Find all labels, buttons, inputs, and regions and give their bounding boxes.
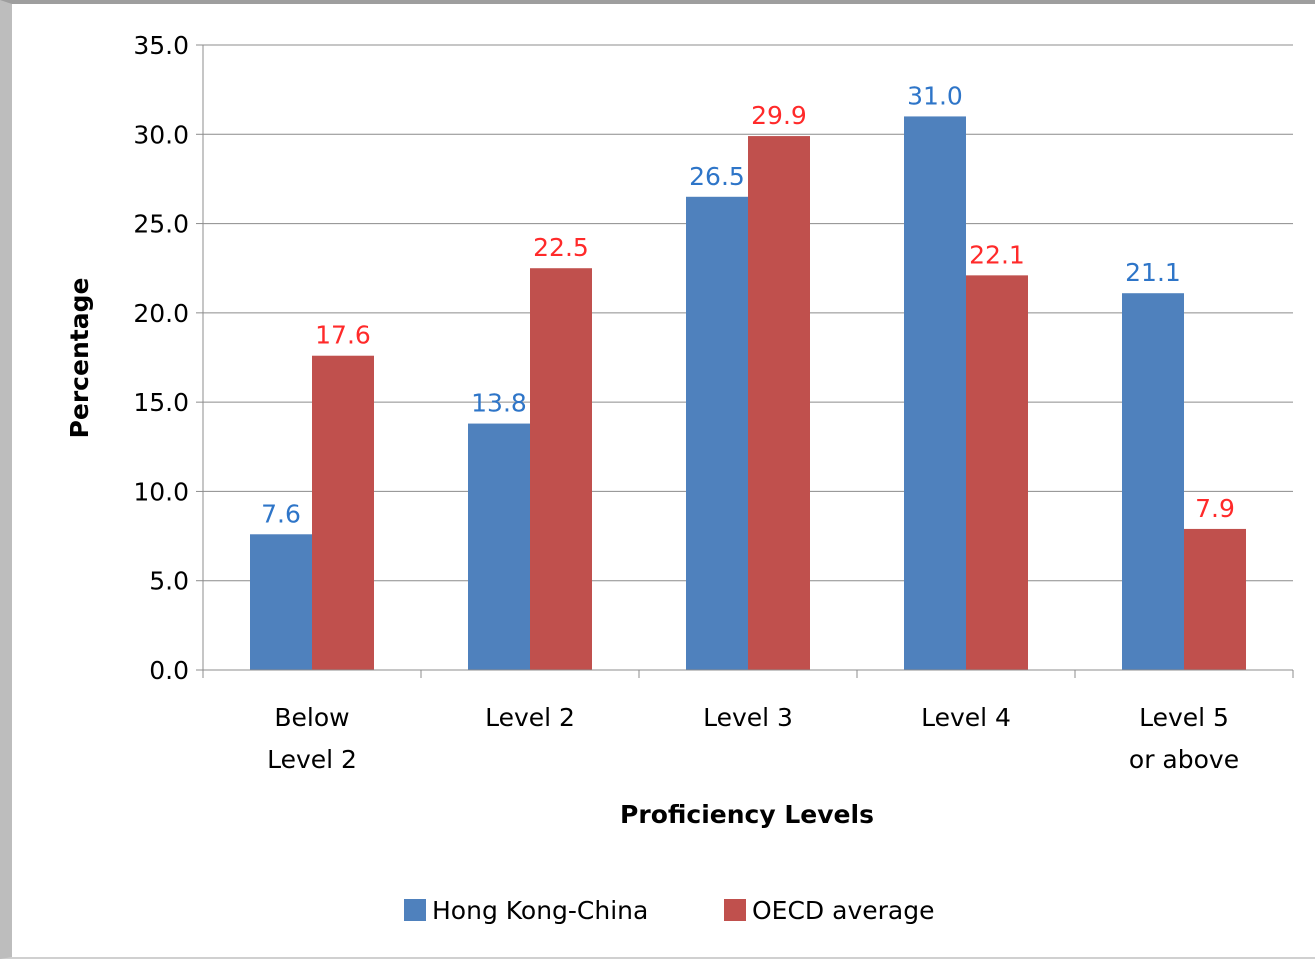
y-tick-label: 10.0 (133, 477, 189, 506)
data-label: 22.5 (533, 233, 589, 262)
y-tick-label: 15.0 (133, 388, 189, 417)
data-label: 29.9 (751, 101, 807, 130)
axes (196, 44, 1294, 678)
bar-hong-kong (1122, 293, 1184, 670)
legend-label-hong-kong: Hong Kong-China (432, 896, 648, 925)
legend-swatch-hong-kong (404, 899, 426, 921)
category-label: Level 3 (703, 703, 793, 732)
data-label: 31.0 (907, 81, 963, 110)
y-tick-label: 25.0 (133, 210, 189, 239)
x-axis-title: Proficiency Levels (620, 800, 874, 829)
category-labels: Below Level 2 Level 2 Level 3 Level 4 Level 5… (267, 703, 1239, 774)
legend: Hong Kong-China OECD average (404, 896, 934, 925)
category-label: Level 4 (921, 703, 1011, 732)
bar-oecd (312, 355, 374, 670)
data-label: 26.5 (689, 162, 745, 191)
bar-hong-kong (250, 534, 312, 670)
category-label: Level 5 or above (1129, 703, 1239, 774)
bar-oecd (748, 136, 810, 671)
data-labels: 7.6 13.8 26.5 31.0 21.1 17.6 22.5 29.9 22.1 7.9 (261, 81, 1235, 528)
legend-label-oecd: OECD average (752, 896, 934, 925)
data-label: 22.1 (969, 240, 1025, 269)
data-label: 7.9 (1195, 494, 1235, 523)
data-label: 21.1 (1125, 258, 1181, 287)
bar-oecd (530, 268, 592, 670)
data-label: 17.6 (315, 321, 371, 350)
bar-hong-kong (904, 116, 966, 670)
bar-hong-kong (686, 196, 748, 671)
y-axis-title: Percentage (65, 278, 94, 439)
bars (250, 116, 1246, 671)
bar-hong-kong (468, 423, 530, 670)
y-tick-label: 20.0 (133, 299, 189, 328)
y-tick-label: 0.0 (149, 656, 189, 685)
data-label: 13.8 (471, 389, 527, 418)
category-label: Level 2 (485, 703, 575, 732)
bar-oecd (966, 275, 1028, 670)
y-tick-labels: 0.0 5.0 10.0 15.0 20.0 25.0 30.0 35.0 (133, 31, 189, 685)
y-tick-label: 35.0 (133, 31, 189, 60)
y-tick-label: 30.0 (133, 120, 189, 149)
legend-swatch-oecd (724, 899, 746, 921)
bar-oecd (1184, 528, 1246, 670)
category-label: Below Level 2 (267, 703, 357, 774)
data-label: 7.6 (261, 499, 301, 528)
y-tick-label: 5.0 (149, 567, 189, 596)
